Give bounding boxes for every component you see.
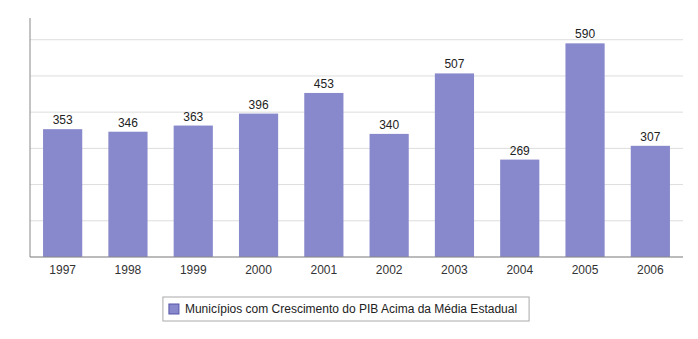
grid bbox=[30, 40, 683, 257]
data-label: 353 bbox=[53, 113, 73, 127]
data-labels: 353 346 363 396 453 340 507 269 590 307 bbox=[53, 27, 661, 157]
bar bbox=[239, 114, 278, 257]
data-label: 346 bbox=[118, 116, 138, 130]
x-axis-line bbox=[30, 257, 683, 258]
legend-label: Municípios com Crescimento do PIB Acima … bbox=[185, 302, 517, 316]
x-tick-label: 1999 bbox=[180, 263, 207, 277]
axes: 1997 1998 1999 2000 2001 2002 2003 2004 2005 2006 bbox=[30, 18, 683, 277]
data-label: 363 bbox=[183, 110, 203, 124]
bar bbox=[435, 73, 474, 257]
bar bbox=[631, 146, 670, 257]
legend-frame bbox=[163, 297, 529, 321]
y-axis-line bbox=[30, 18, 31, 257]
data-label: 453 bbox=[314, 77, 334, 91]
bar bbox=[500, 160, 539, 257]
x-tick-label: 2005 bbox=[572, 263, 599, 277]
x-tick-label: 2001 bbox=[310, 263, 337, 277]
chart: 3533463633964533405072695903071997199819… bbox=[0, 0, 698, 339]
data-label: 269 bbox=[510, 144, 530, 158]
bars bbox=[43, 43, 670, 257]
legend: Municípios com Crescimento do PIB Acima … bbox=[163, 297, 529, 321]
bar bbox=[304, 93, 343, 257]
legend-swatch bbox=[169, 304, 179, 314]
grid-line bbox=[30, 257, 683, 258]
bar bbox=[108, 132, 147, 257]
data-label: 340 bbox=[379, 118, 399, 132]
bar bbox=[174, 126, 213, 257]
x-tick-label: 2006 bbox=[637, 263, 664, 277]
x-tick-label: 2002 bbox=[376, 263, 403, 277]
bar bbox=[565, 43, 604, 257]
x-tick-label: 2004 bbox=[506, 263, 533, 277]
bar bbox=[43, 129, 82, 257]
bar bbox=[370, 134, 409, 257]
x-tick-label: 1998 bbox=[115, 263, 142, 277]
data-label: 507 bbox=[444, 57, 464, 71]
data-label: 590 bbox=[575, 27, 595, 41]
x-tick-label: 2000 bbox=[245, 263, 272, 277]
data-label: 307 bbox=[640, 130, 660, 144]
x-tick-label: 1997 bbox=[49, 263, 76, 277]
x-tick-label: 2003 bbox=[441, 263, 468, 277]
data-label: 396 bbox=[249, 98, 269, 112]
